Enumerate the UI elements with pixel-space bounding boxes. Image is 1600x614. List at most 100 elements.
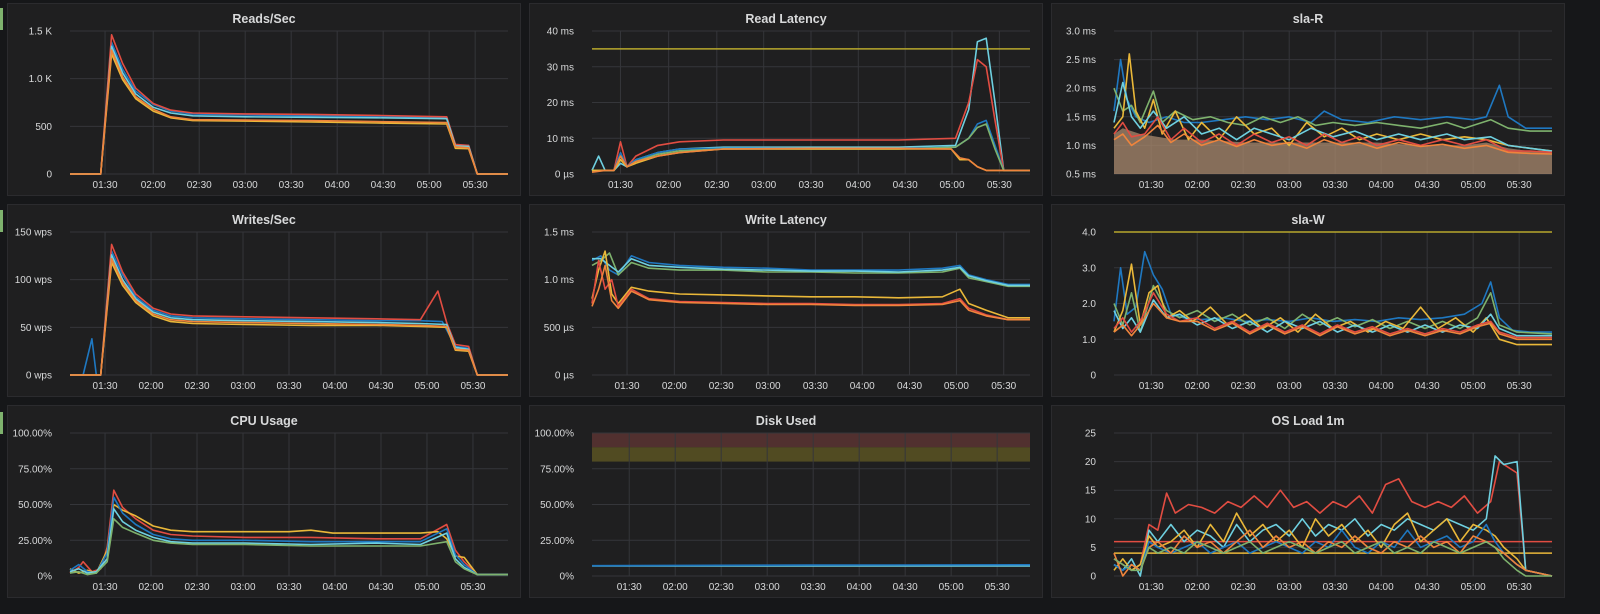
x-tick-label: 03:30 <box>803 381 828 392</box>
series-line <box>70 254 508 376</box>
series-line <box>591 250 1030 319</box>
series-line <box>592 257 1030 287</box>
series-line <box>1113 263 1552 346</box>
reads-per-sec-chart: 0 500 1.0 K 1.5 K 01:30 02:00 02:30 03:00 03:30 0… <box>29 27 508 191</box>
y-tick-label: 150 wps <box>15 228 52 239</box>
y-tick-label: 25.00% <box>540 536 574 547</box>
threshold-band <box>592 447 1030 462</box>
x-tick-label: 03:00 <box>755 582 780 593</box>
y-tick-label: 15 <box>1085 486 1097 497</box>
panel-title[interactable]: Writes/Sec <box>232 213 296 227</box>
sla-r-chart: 0.5 ms 1.0 ms 1.5 ms 2.0 ms 2.5 ms 3.0 ms 01:3… <box>1066 27 1553 191</box>
x-tick-label: 03:30 <box>279 180 304 191</box>
y-tick-label: 40 ms <box>547 27 574 38</box>
series-line <box>1113 299 1552 337</box>
panel-title[interactable]: sla-W <box>1291 213 1325 227</box>
sla-w-chart: 0 1.0 2.0 3.0 4.0 01:30 02:00 02:30 03:00 03:30 04… <box>1082 228 1553 392</box>
panel-cpu-usage[interactable]: CPU Usage 0% 25.00% 50.00% 75.00% 100.00% 01:… <box>7 405 521 598</box>
panel-reads-per-sec[interactable]: Reads/Sec 0 500 1.0 K 1.5 K 01:30 02:00 02:30 0… <box>7 3 521 196</box>
row-collapse-marker-3[interactable] <box>0 412 3 434</box>
x-tick-label: 05:00 <box>1461 180 1486 191</box>
y-tick-label: 2.0 <box>1082 299 1096 310</box>
x-tick-label: 02:30 <box>704 180 729 191</box>
series-line <box>70 41 508 175</box>
series-line <box>592 58 1030 172</box>
x-tick-label: 04:00 <box>322 381 347 392</box>
x-tick-label: 01:30 <box>93 381 118 392</box>
x-tick-label: 01:30 <box>608 180 633 191</box>
series-line <box>1113 58 1552 129</box>
x-tick-label: 04:00 <box>1369 381 1394 392</box>
x-tick-label: 05:30 <box>985 582 1010 593</box>
x-tick-label: 02:00 <box>141 180 166 191</box>
panel-title[interactable]: Write Latency <box>745 213 827 227</box>
y-tick-label: 3.0 <box>1082 263 1096 274</box>
disk-used-chart: 0% 25.00% 50.00% 75.00% 100.00% 01:30 02:00 02:… <box>535 429 1031 593</box>
panel-title[interactable]: sla-R <box>1292 12 1324 26</box>
series-line <box>69 503 508 576</box>
x-tick-label: 03:00 <box>230 582 255 593</box>
y-tick-label: 100 wps <box>15 275 52 286</box>
panel-title[interactable]: CPU Usage <box>230 414 298 428</box>
y-tick-label: 20 ms <box>547 98 574 109</box>
panel-disk-used[interactable]: Disk Used 0% 25.00% 50.00% 75.00% 100.00% 01:… <box>529 405 1043 598</box>
y-tick-label: 500 <box>35 122 52 133</box>
x-tick-label: 04:30 <box>1415 381 1440 392</box>
y-tick-label: 10 <box>1085 514 1097 525</box>
x-tick-label: 04:00 <box>847 582 872 593</box>
x-tick-label: 02:30 <box>709 582 734 593</box>
panel-read-latency[interactable]: Read Latency 0 µs 10 ms 20 ms 30 ms 40 ms 01:… <box>529 3 1043 196</box>
threshold-band <box>592 433 1030 448</box>
writes-per-sec-chart: 0 wps 50 wps 100 wps 150 wps 01:30 02:00 02:30… <box>15 228 508 392</box>
x-tick-label: 02:00 <box>1185 582 1210 593</box>
x-tick-label: 03:00 <box>751 180 776 191</box>
series-line <box>70 45 508 175</box>
panel-title[interactable]: Reads/Sec <box>232 12 296 26</box>
y-tick-label: 1.0 K <box>29 74 53 85</box>
panel-title[interactable]: OS Load 1m <box>1271 414 1345 428</box>
panel-title[interactable]: Read Latency <box>745 12 827 26</box>
series-line <box>1113 540 1552 577</box>
os-load-chart: 0 5 10 15 20 25 01:30 02:00 02:30 03:00 03:30 04:00… <box>1085 429 1553 593</box>
row-collapse-marker-2[interactable] <box>0 210 3 232</box>
series-line <box>1113 87 1552 132</box>
panel-os-load[interactable]: OS Load 1m 0 5 10 15 20 25 01:30 02:00 02:30 03:0… <box>1051 405 1565 598</box>
x-tick-label: 03:00 <box>233 180 258 191</box>
x-tick-label: 02:30 <box>1231 180 1256 191</box>
y-tick-label: 0% <box>38 572 53 583</box>
x-tick-label: 02:30 <box>709 381 734 392</box>
series-line <box>69 518 508 576</box>
x-tick-label: 01:30 <box>615 381 640 392</box>
x-tick-label: 05:30 <box>463 180 488 191</box>
x-tick-label: 03:30 <box>801 582 826 593</box>
series-line <box>1113 124 1553 155</box>
y-tick-label: 1.0 ms <box>1066 141 1096 152</box>
series-line <box>69 489 508 576</box>
x-tick-label: 02:00 <box>662 381 687 392</box>
series-line <box>70 261 508 376</box>
y-tick-label: 30 ms <box>547 62 574 73</box>
x-tick-label: 05:00 <box>944 381 969 392</box>
series-line <box>1113 250 1552 333</box>
x-tick-label: 03:30 <box>1323 582 1348 593</box>
panel-write-latency[interactable]: Write Latency 0 µs 500 µs 1.0 ms 1.5 ms 01:3… <box>529 204 1043 397</box>
x-tick-label: 03:30 <box>1323 180 1348 191</box>
y-tick-label: 50.00% <box>540 500 574 511</box>
y-tick-label: 0 <box>1090 371 1096 382</box>
x-tick-label: 04:30 <box>371 180 396 191</box>
y-tick-label: 20 <box>1085 457 1097 468</box>
panel-sla-w[interactable]: sla-W 0 1.0 2.0 3.0 4.0 01:30 02:00 02:30 03:00 0… <box>1051 204 1565 397</box>
panel-sla-r[interactable]: sla-R 0.5 ms 1.0 ms 1.5 ms 2.0 ms 2.5 ms 3.0 … <box>1051 3 1565 196</box>
series-line <box>591 259 1030 321</box>
x-tick-label: 05:00 <box>414 381 439 392</box>
x-tick-label: 03:00 <box>1277 381 1302 392</box>
write-latency-chart: 0 µs 500 µs 1.0 ms 1.5 ms 01:30 02:00 02:30 03:… <box>544 228 1030 392</box>
y-tick-label: 0% <box>560 572 575 583</box>
panel-writes-per-sec[interactable]: Writes/Sec 0 wps 50 wps 100 wps 150 wps 01:3… <box>7 204 521 397</box>
series-line <box>1113 529 1553 577</box>
y-tick-label: 10 ms <box>547 134 574 145</box>
x-tick-label: 05:30 <box>991 381 1016 392</box>
row-collapse-marker-1[interactable] <box>0 8 3 30</box>
x-tick-label: 05:00 <box>417 180 442 191</box>
panel-title[interactable]: Disk Used <box>755 414 817 428</box>
